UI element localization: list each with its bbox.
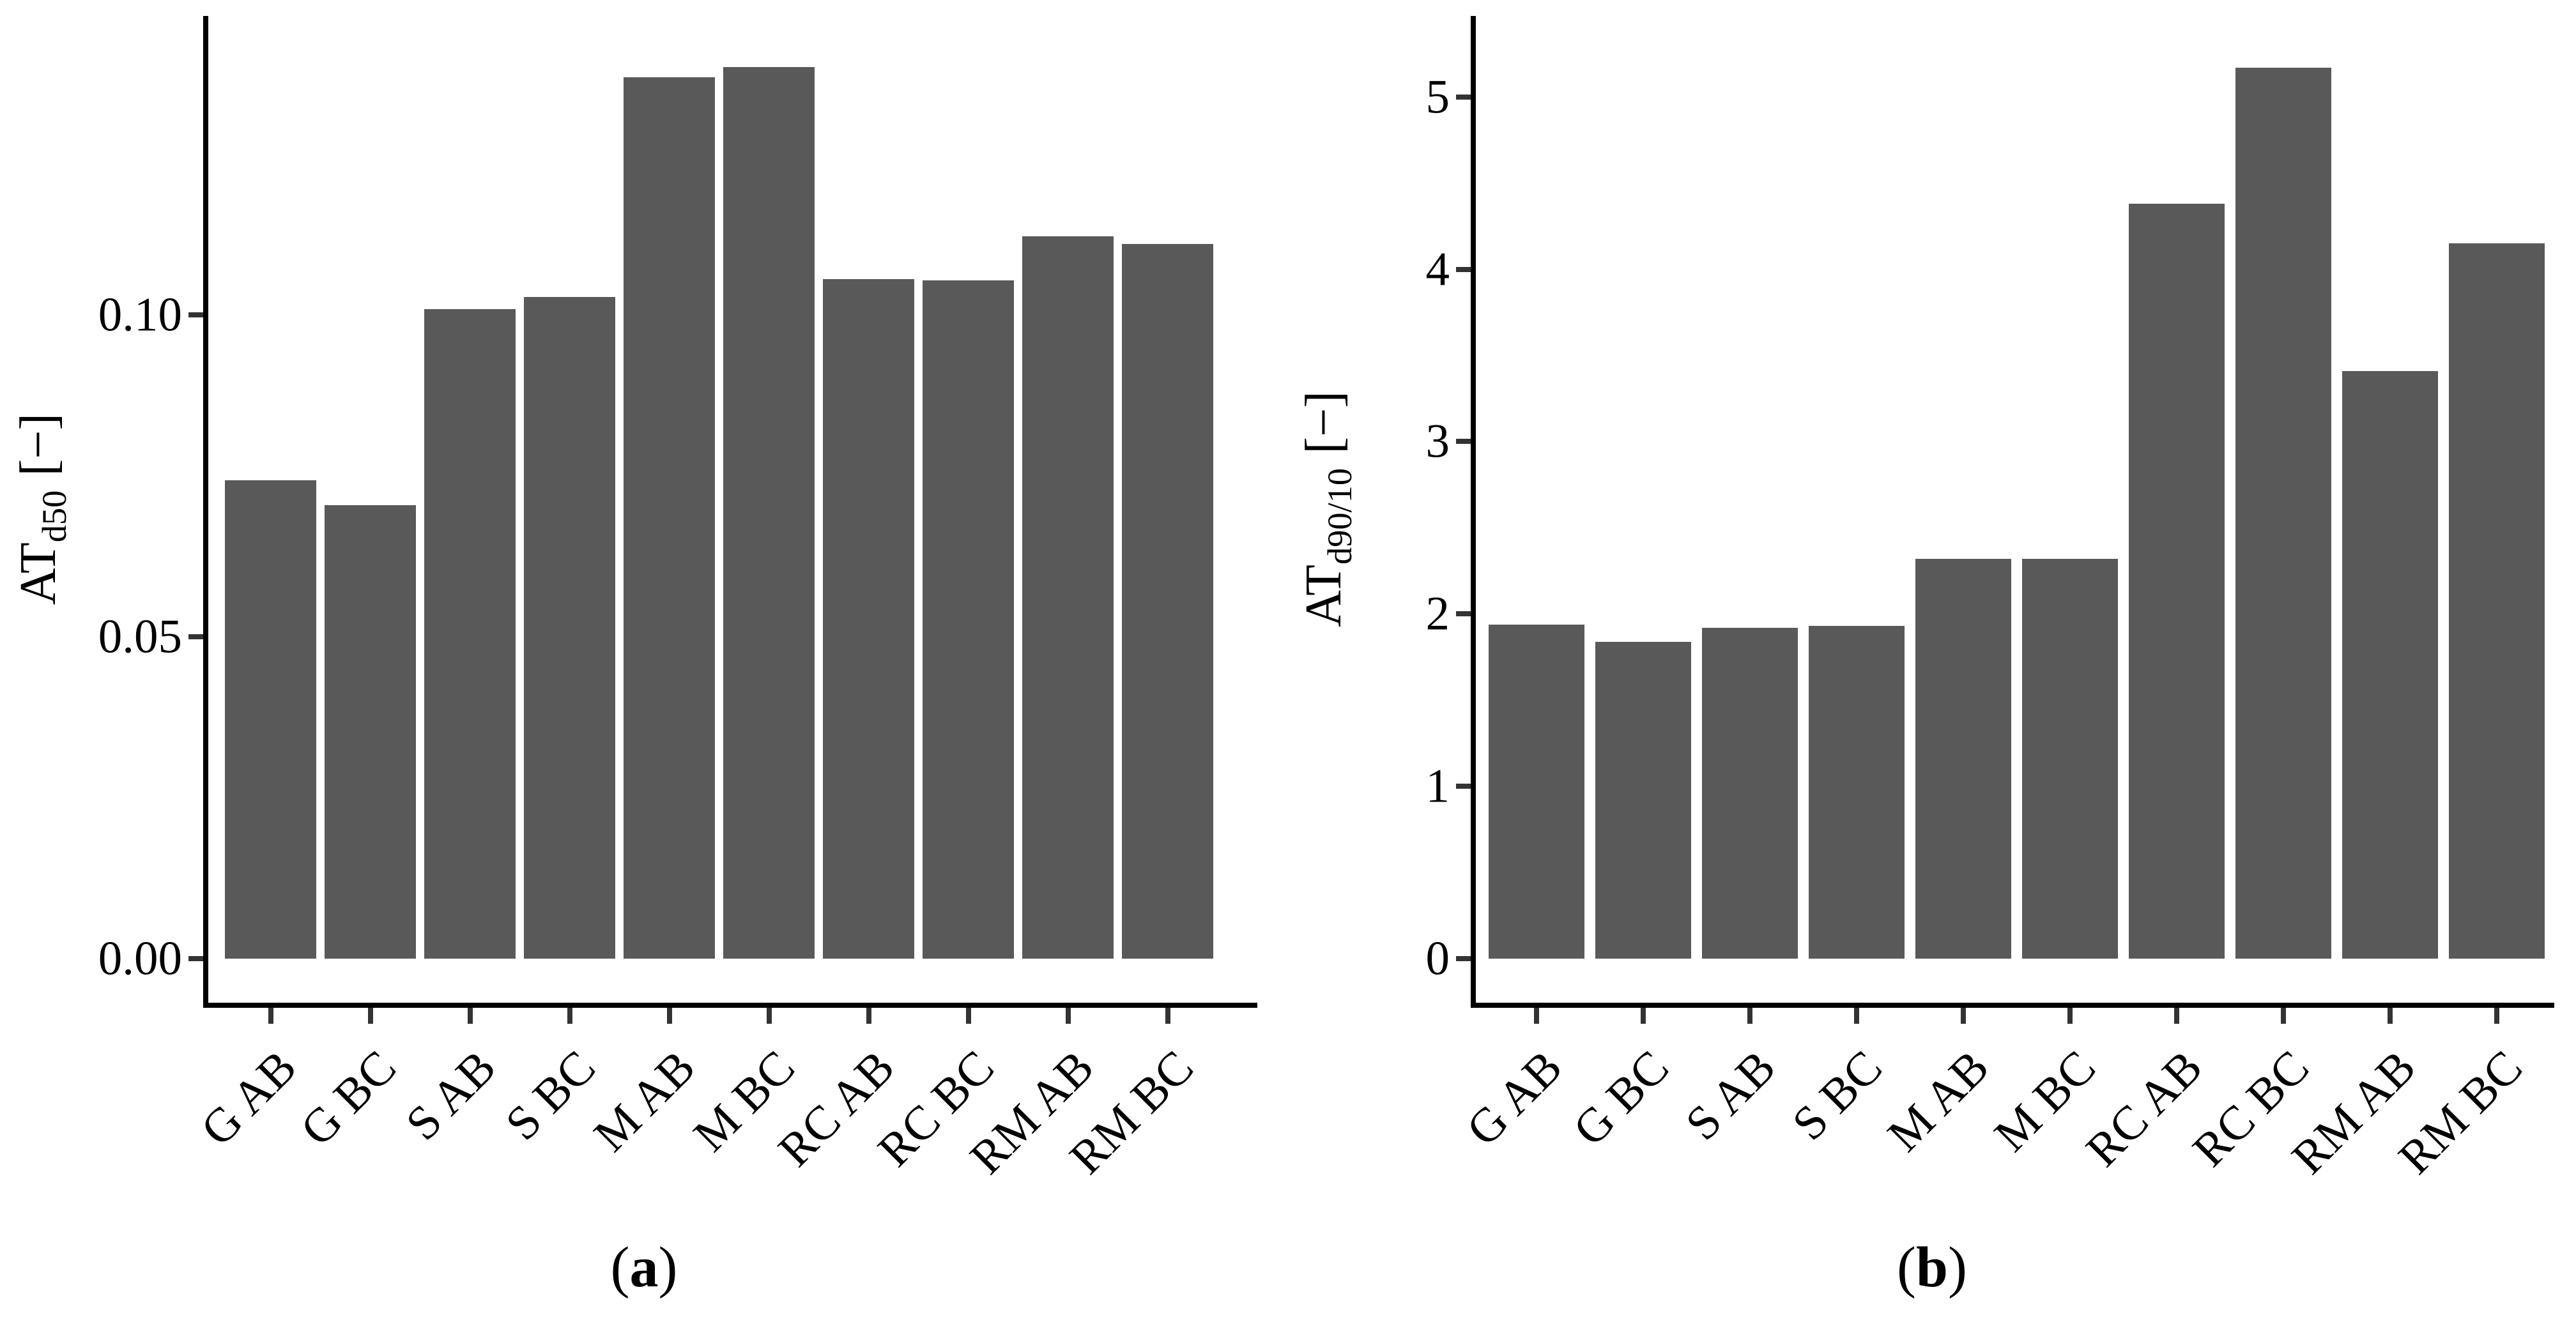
bar-rc-ab <box>2129 204 2225 959</box>
caption-close-paren: ) <box>1948 1236 1968 1299</box>
y-tick-label: 0 <box>1425 932 1450 985</box>
x-tick <box>666 1008 672 1024</box>
bar-g-ab <box>1489 624 1584 959</box>
y-tick-label: 0.05 <box>98 610 182 664</box>
y-axis-title: ATd90/10 [−] <box>1295 391 1359 627</box>
x-tick <box>567 1008 572 1024</box>
bar-g-bc <box>325 505 416 959</box>
x-tick <box>1065 1008 1071 1024</box>
x-tick <box>866 1008 871 1024</box>
x-tick <box>467 1008 473 1024</box>
bar-rm-bc <box>2449 243 2545 959</box>
bar-s-ab <box>1702 627 1798 959</box>
plot-area: 0.00 0.05 0.10 G AB G BC S AB S BC M AB M BC RC A… <box>98 16 1257 1184</box>
x-tick <box>1641 1008 1646 1024</box>
x-tick <box>2067 1008 2073 1024</box>
y-tick-label: 3 <box>1425 414 1450 468</box>
y-axis-title-main: AT <box>1295 565 1352 627</box>
y-tick <box>188 634 203 640</box>
bar-m-ab <box>1915 558 2011 959</box>
x-tick-label: G BC <box>1563 1040 1679 1157</box>
y-tick <box>188 312 203 318</box>
y-tick-label: 0.00 <box>98 932 182 985</box>
bar-rc-bc <box>2235 67 2331 959</box>
y-tick <box>188 956 203 961</box>
x-tick <box>1961 1008 1966 1024</box>
bar-m-ab <box>624 77 715 959</box>
x-tick <box>766 1008 772 1024</box>
y-tick <box>1456 439 1471 445</box>
x-tick-label: M AB <box>1878 1040 1999 1162</box>
bar-s-bc <box>1809 626 1905 959</box>
y-axis-title-subscript: d50 <box>34 490 73 543</box>
x-tick <box>1854 1008 1859 1024</box>
x-tick <box>2281 1008 2286 1024</box>
bar-s-bc <box>524 297 615 959</box>
x-tick <box>1747 1008 1752 1024</box>
caption-open-paren: ( <box>1896 1236 1916 1299</box>
x-tick <box>268 1008 273 1024</box>
caption-close-paren: ) <box>658 1236 678 1299</box>
x-tick-label: S BC <box>495 1040 606 1151</box>
caption-open-paren: ( <box>610 1236 630 1299</box>
x-tick <box>2174 1008 2179 1024</box>
y-axis-title-unit: [−] <box>1295 391 1352 454</box>
x-tick <box>1165 1008 1170 1024</box>
x-tick-label: G BC <box>290 1040 406 1157</box>
x-tick-label: G AB <box>1456 1040 1572 1157</box>
y-tick <box>1456 94 1471 100</box>
bar-rc-bc <box>923 280 1014 959</box>
bars-group <box>1489 16 2545 959</box>
y-tick-label: 2 <box>1425 587 1450 641</box>
x-tick-label: S BC <box>1782 1040 1892 1151</box>
bars-group <box>225 16 1213 959</box>
chart-panel-a: ATd50 [−] 0.00 0.05 0.10 G AB G BC S AB S BC M A… <box>0 16 1288 1299</box>
y-axis-title-subscript: d90/10 <box>1320 468 1359 565</box>
x-tick-label: S AB <box>395 1040 506 1151</box>
x-tick-label: RC AB <box>2076 1040 2212 1177</box>
x-tick <box>965 1008 971 1024</box>
caption-letter: b <box>1915 1236 1949 1299</box>
x-tick <box>1534 1008 1539 1024</box>
bar-s-ab <box>424 309 516 959</box>
bar-rm-bc <box>1122 243 1213 959</box>
y-tick <box>1456 611 1471 617</box>
bar-rc-ab <box>823 279 914 959</box>
y-tick-label: 0.10 <box>98 288 182 342</box>
x-tick <box>2388 1008 2393 1024</box>
bar-rm-ab <box>1022 236 1114 959</box>
y-tick-label: 5 <box>1425 70 1450 124</box>
x-tick-label: M AB <box>583 1040 705 1162</box>
y-axis-title-main: AT <box>10 542 66 605</box>
y-tick-label: 4 <box>1425 243 1450 296</box>
x-tick <box>367 1008 373 1024</box>
y-tick <box>1456 266 1471 272</box>
y-axis-title-unit: [−] <box>10 413 66 476</box>
x-tick-label: S AB <box>1675 1040 1786 1151</box>
y-tick <box>1456 784 1471 789</box>
bar-g-ab <box>225 480 316 959</box>
y-tick <box>1456 956 1471 961</box>
bar-rm-ab <box>2342 370 2438 959</box>
x-tick <box>2494 1008 2499 1024</box>
x-tick-label: G AB <box>190 1040 307 1157</box>
subfigure-caption-a: (a) <box>0 1236 1288 1299</box>
caption-letter: a <box>629 1236 659 1299</box>
y-axis-title: ATd50 [−] <box>10 413 73 605</box>
bar-m-bc <box>723 66 815 959</box>
y-tick-label: 1 <box>1425 759 1450 813</box>
bar-m-bc <box>2022 558 2118 959</box>
bar-g-bc <box>1595 641 1691 959</box>
subfigure-caption-b: (b) <box>1288 1236 2576 1299</box>
